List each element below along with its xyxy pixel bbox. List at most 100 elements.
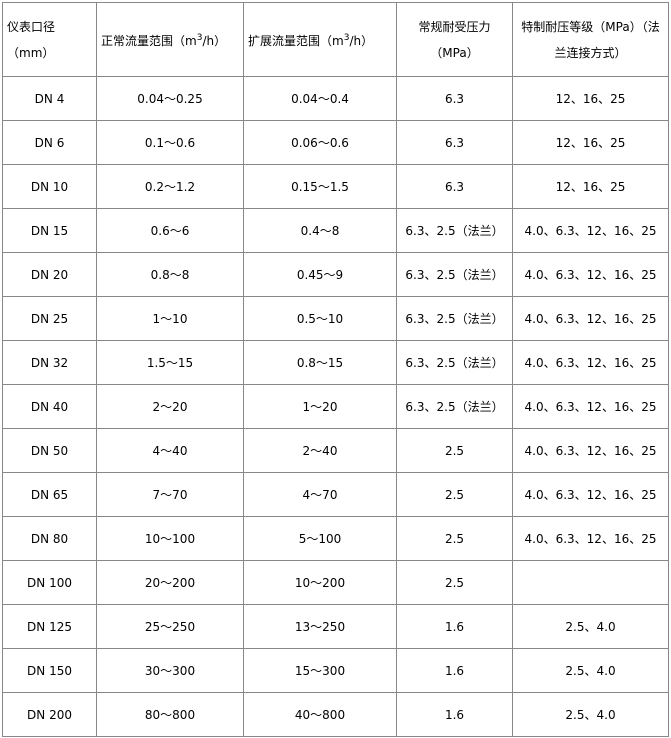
cell-size: DN 100 [2,560,97,605]
header-normal-flow: 正常流量范围（m3/h） [96,2,244,77]
cell-normal-flow: 20～200 [96,560,244,605]
cell-size: DN 125 [2,604,97,649]
header-normal-flow-text: 正常流量范围（m [101,34,197,48]
cell-ext-flow: 0.4～8 [243,208,397,253]
cell-size: DN 20 [2,252,97,297]
table-row: DN 40 2～20 1～20 6.3、2.5（法兰） 4.0、6.3、12、16、25 [2,384,669,429]
cell-normal-flow: 25～250 [96,604,244,649]
cell-normal-flow: 0.04～0.25 [96,76,244,121]
cell-normal-flow: 0.6～6 [96,208,244,253]
cell-pressure: 1.6 [396,692,513,737]
table-row: DN 100 20～200 10～200 2.5 [2,560,669,605]
cell-ext-flow: 5～100 [243,516,397,561]
cell-normal-flow: 1.5～15 [96,340,244,385]
cell-pressure: 1.6 [396,648,513,693]
cell-pressure: 1.6 [396,604,513,649]
cell-normal-flow: 0.2～1.2 [96,164,244,209]
cell-special: 4.0、6.3、12、16、25 [512,252,669,297]
cell-special: 2.5、4.0 [512,604,669,649]
cell-normal-flow: 7～70 [96,472,244,517]
table-row: DN 125 25～250 13～250 1.6 2.5、4.0 [2,604,669,649]
cell-normal-flow: 1～10 [96,296,244,341]
superscript: 3 [343,33,350,43]
cell-ext-flow: 0.06～0.6 [243,120,397,165]
table-row: DN 20 0.8～8 0.45～9 6.3、2.5（法兰） 4.0、6.3、12、16… [2,252,669,297]
header-ext-flow-unit: /h） [349,34,374,48]
cell-special [512,560,669,605]
cell-size: DN 15 [2,208,97,253]
table-row: DN 6 0.1～0.6 0.06～0.6 6.3 12、16、25 [2,120,669,165]
header-special: 特制耐压等级（MPa）（法兰连接方式） [512,2,669,77]
header-ext-flow: 扩展流量范围（m3/h） [243,2,397,77]
cell-size: DN 25 [2,296,97,341]
cell-pressure: 6.3、2.5（法兰） [396,208,513,253]
header-ext-flow-text: 扩展流量范围（m [248,34,344,48]
cell-special: 4.0、6.3、12、16、25 [512,296,669,341]
cell-size: DN 40 [2,384,97,429]
cell-ext-flow: 1～20 [243,384,397,429]
table-row: DN 80 10～100 5～100 2.5 4.0、6.3、12、16、25 [2,516,669,561]
cell-special: 4.0、6.3、12、16、25 [512,384,669,429]
table-row: DN 25 1～10 0.5～10 6.3、2.5（法兰） 4.0、6.3、12、16、… [2,296,669,341]
cell-special: 4.0、6.3、12、16、25 [512,208,669,253]
cell-pressure: 6.3 [396,164,513,209]
cell-pressure: 6.3、2.5（法兰） [396,384,513,429]
table-row: DN 50 4～40 2～40 2.5 4.0、6.3、12、16、25 [2,428,669,473]
cell-pressure: 2.5 [396,516,513,561]
cell-size: DN 50 [2,428,97,473]
cell-size: DN 200 [2,692,97,737]
cell-special: 4.0、6.3、12、16、25 [512,516,669,561]
header-normal-flow-unit: /h） [202,34,227,48]
cell-special: 12、16、25 [512,120,669,165]
cell-ext-flow: 40～800 [243,692,397,737]
cell-ext-flow: 0.04～0.4 [243,76,397,121]
table-row: DN 4 0.04～0.25 0.04～0.4 6.3 12、16、25 [2,76,669,121]
cell-ext-flow: 0.15～1.5 [243,164,397,209]
cell-ext-flow: 10～200 [243,560,397,605]
cell-pressure: 2.5 [396,560,513,605]
cell-size: DN 6 [2,120,97,165]
superscript: 3 [196,33,203,43]
cell-ext-flow: 15～300 [243,648,397,693]
table-row: DN 150 30～300 15～300 1.6 2.5、4.0 [2,648,669,693]
cell-size: DN 150 [2,648,97,693]
header-size: 仪表口径（mm） [2,2,97,77]
table-row: DN 200 80～800 40～800 1.6 2.5、4.0 [2,692,669,737]
cell-ext-flow: 0.5～10 [243,296,397,341]
cell-pressure: 6.3、2.5（法兰） [396,296,513,341]
cell-special: 4.0、6.3、12、16、25 [512,428,669,473]
cell-ext-flow: 0.8～15 [243,340,397,385]
cell-size: DN 10 [2,164,97,209]
table-row: DN 65 7～70 4～70 2.5 4.0、6.3、12、16、25 [2,472,669,517]
cell-special: 2.5、4.0 [512,648,669,693]
cell-size: DN 32 [2,340,97,385]
table-row: DN 15 0.6～6 0.4～8 6.3、2.5（法兰） 4.0、6.3、12、16、… [2,208,669,253]
cell-pressure: 6.3、2.5（法兰） [396,252,513,297]
cell-pressure: 6.3 [396,76,513,121]
cell-ext-flow: 4～70 [243,472,397,517]
header-row: 仪表口径（mm） 正常流量范围（m3/h） 扩展流量范围（m3/h） 常规耐受压… [2,2,669,77]
cell-pressure: 2.5 [396,428,513,473]
cell-normal-flow: 0.1～0.6 [96,120,244,165]
cell-size: DN 80 [2,516,97,561]
cell-ext-flow: 0.45～9 [243,252,397,297]
cell-normal-flow: 30～300 [96,648,244,693]
cell-special: 12、16、25 [512,164,669,209]
cell-pressure: 6.3 [396,120,513,165]
table-row: DN 10 0.2～1.2 0.15～1.5 6.3 12、16、25 [2,164,669,209]
cell-special: 2.5、4.0 [512,692,669,737]
cell-pressure: 6.3、2.5（法兰） [396,340,513,385]
cell-ext-flow: 13～250 [243,604,397,649]
cell-normal-flow: 0.8～8 [96,252,244,297]
cell-normal-flow: 10～100 [96,516,244,561]
cell-special: 12、16、25 [512,76,669,121]
cell-pressure: 2.5 [396,472,513,517]
table-row: DN 32 1.5～15 0.8～15 6.3、2.5（法兰） 4.0、6.3、12、1… [2,340,669,385]
cell-normal-flow: 2～20 [96,384,244,429]
cell-size: DN 65 [2,472,97,517]
cell-special: 4.0、6.3、12、16、25 [512,472,669,517]
cell-normal-flow: 4～40 [96,428,244,473]
header-pressure: 常规耐受压力（MPa） [396,2,513,77]
cell-normal-flow: 80～800 [96,692,244,737]
